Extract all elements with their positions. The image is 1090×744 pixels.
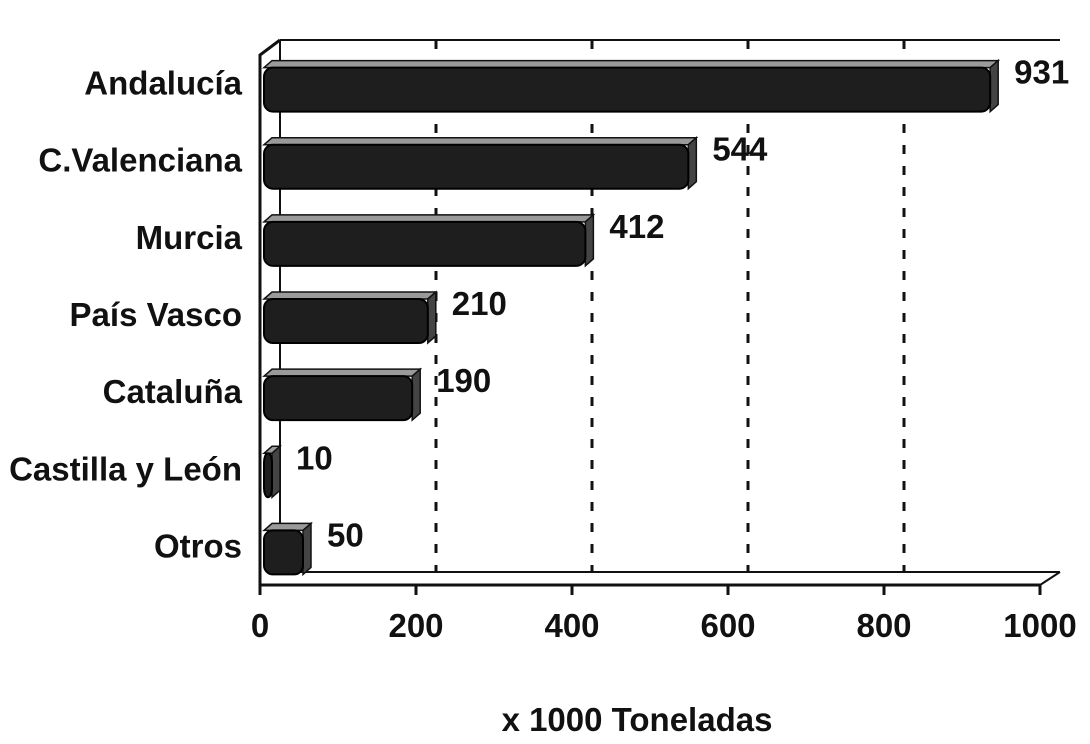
category-label: Otros <box>154 527 242 564</box>
value-labels: 931 544 412 210 190 10 50 <box>296 54 1069 554</box>
value-label: 412 <box>609 208 664 245</box>
bar-end-face <box>584 213 595 268</box>
category-label: Cataluña <box>103 373 243 410</box>
bar-end-face <box>427 290 437 345</box>
left-wall-edge <box>258 38 281 585</box>
bar-top-face <box>262 136 699 146</box>
x-axis-title: x 1000 Toneladas <box>502 701 773 738</box>
x-tick-label: 400 <box>544 607 599 644</box>
x-tick-label: 1000 <box>1003 607 1076 644</box>
value-label: 210 <box>452 285 507 322</box>
bar-top-face <box>262 368 423 377</box>
category-label: Andalucía <box>84 65 242 102</box>
bar-top-face <box>262 214 596 223</box>
category-label: C.Valenciana <box>38 142 242 179</box>
x-tick-label: 200 <box>388 607 443 644</box>
x-tick-label: 600 <box>700 607 755 644</box>
bar <box>263 298 429 344</box>
x-tick-label: 800 <box>856 607 911 644</box>
bars <box>262 58 1001 577</box>
bar <box>263 375 414 422</box>
bar-top-face <box>262 291 438 300</box>
bar <box>263 66 992 113</box>
bar-end-face <box>989 58 999 114</box>
value-label: 931 <box>1014 54 1069 91</box>
bar-end-face <box>271 444 281 499</box>
gridlines <box>434 40 906 572</box>
bar <box>263 220 587 267</box>
x-tick-labels: 0 200 400 600 800 1000 <box>251 585 1077 644</box>
category-labels: Andalucía C.Valenciana Murcia País Vasco Cat… <box>9 65 243 565</box>
value-label: 10 <box>296 439 333 476</box>
plot-frame <box>258 38 1061 587</box>
floor-right-edge <box>1039 571 1061 586</box>
category-label: Castilla y León <box>9 450 242 487</box>
bar-end-face <box>411 367 421 422</box>
value-label: 544 <box>712 131 768 168</box>
value-label: 50 <box>327 516 364 553</box>
bar-end-face <box>687 136 698 191</box>
bar-top-face <box>262 59 1001 69</box>
bar <box>263 452 273 499</box>
bar-end-face <box>302 521 312 577</box>
bar <box>263 529 304 576</box>
bar <box>263 143 690 190</box>
x-tick-label: 0 <box>251 607 269 644</box>
category-label: País Vasco <box>70 296 242 333</box>
category-label: Murcia <box>136 219 243 256</box>
value-label: 190 <box>436 362 491 399</box>
